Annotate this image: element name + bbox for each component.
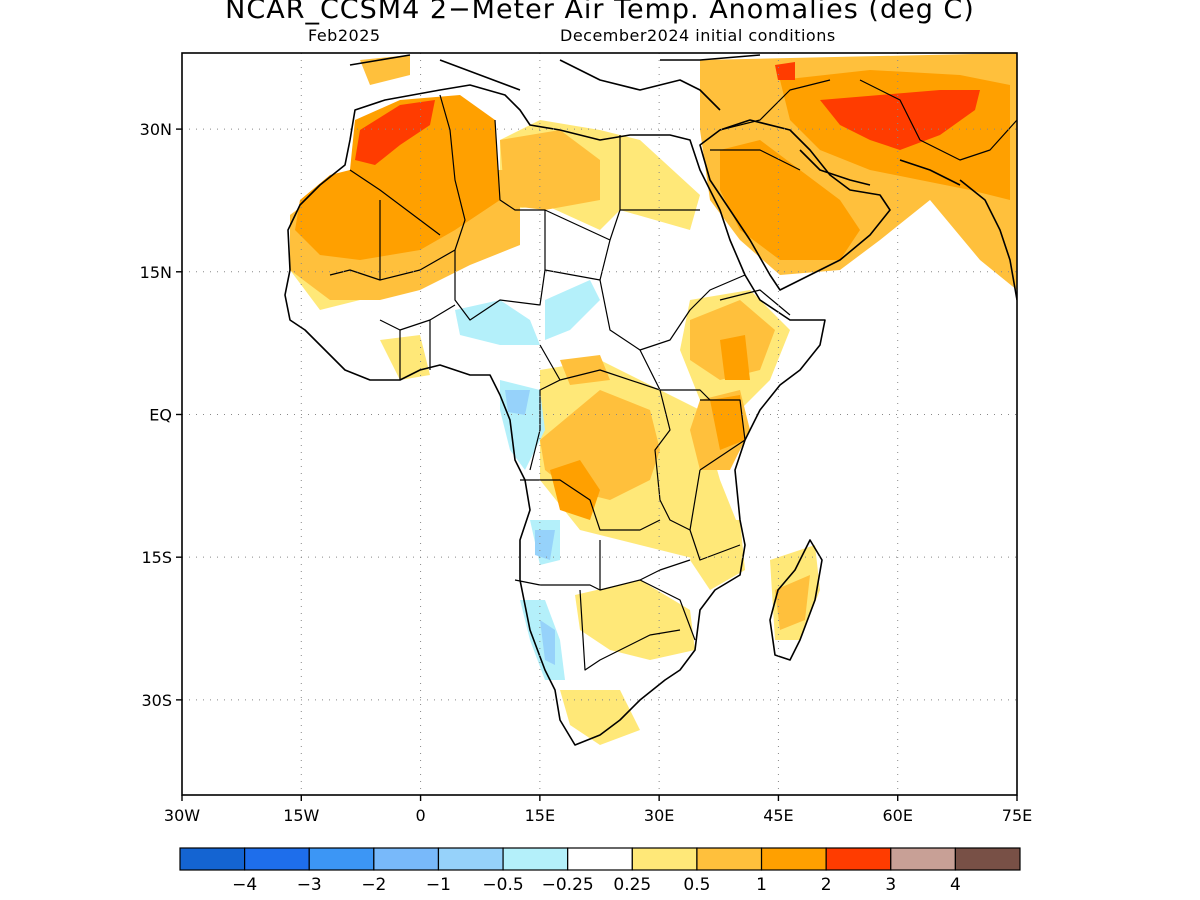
colorbar-label: 0.25: [613, 875, 651, 895]
lat-tick-label: EQ: [149, 405, 172, 424]
colorbar: −4 −3 −2 −1 −0.5 −0.25 0.25 0.5 1 2 3 4: [179, 847, 1021, 895]
lat-tick-label: 15S: [141, 548, 172, 567]
colorbar-swatch: [502, 847, 569, 871]
colorbar-label: −2: [361, 875, 386, 895]
lon-tick-label: 45E: [763, 806, 793, 825]
lon-tick-label: 30E: [644, 806, 674, 825]
lon-tick-label: 0: [415, 806, 425, 825]
africa-coastline: [284, 84, 826, 746]
colorbar-swatch: [696, 847, 763, 871]
colorbar-swatch: [954, 847, 1021, 871]
lon-tick-label: 30W: [164, 806, 200, 825]
colorbar-swatch: [890, 847, 956, 871]
colorbar-label: −4: [232, 875, 257, 895]
colorbar-label: 2: [821, 875, 832, 895]
colorbar-swatch: [825, 847, 892, 871]
madagascar-coastline: [769, 539, 823, 661]
colorbar-label: 3: [885, 875, 896, 895]
colorbar-label: −0.25: [542, 875, 594, 895]
colorbar-label: 4: [950, 875, 961, 895]
longitude-axis: 30W 15W 0 15E 30E 45E 60E 75E: [164, 795, 1032, 825]
anomaly-fill-neg0p5: [505, 390, 555, 665]
lat-tick-label: 30S: [141, 691, 172, 710]
colorbar-label: 0.5: [683, 875, 710, 895]
colorbar-label: −3: [297, 875, 322, 895]
lon-tick-label: 15E: [525, 806, 555, 825]
india-coastline: [959, 179, 1017, 301]
country-borders: [329, 79, 1017, 671]
colorbar-swatch: [631, 847, 698, 871]
persian-gulf-coastline: [799, 149, 961, 186]
colorbar-swatch: [760, 847, 827, 871]
forecast-month: Feb2025: [308, 26, 381, 45]
colorbar-swatch: [179, 847, 246, 871]
colorbar-label: −0.5: [482, 875, 523, 895]
map-frame: [181, 52, 1018, 796]
lat-tick-label: 30N: [140, 120, 172, 139]
lat-tick-label: 15N: [140, 263, 172, 282]
gridlines: [182, 53, 1017, 795]
colorbar-swatch: [244, 847, 310, 871]
colorbar-swatch: [437, 847, 504, 871]
colorbar-swatch: [373, 847, 440, 871]
initial-conditions-label: December2024 initial conditions: [560, 26, 836, 45]
arabia-coastline: [699, 119, 891, 291]
europe-coastline: [349, 54, 761, 111]
map-title: NCAR_CCSM4 2−Meter Air Temp. Anomalies (…: [225, 0, 975, 25]
coastlines: [284, 54, 1017, 746]
anomaly-fill-2: [355, 62, 980, 165]
anomaly-shading: [290, 53, 1017, 745]
colorbar-label: −1: [426, 875, 451, 895]
colorbar-label: 1: [756, 875, 767, 895]
lon-tick-label: 15W: [283, 806, 319, 825]
lon-tick-label: 75E: [1002, 806, 1032, 825]
colorbar-swatch: [308, 847, 375, 871]
lon-tick-label: 60E: [882, 806, 912, 825]
colorbar-swatch: [567, 847, 633, 871]
latitude-axis: 30N 15N EQ 15S 30S: [140, 120, 182, 710]
